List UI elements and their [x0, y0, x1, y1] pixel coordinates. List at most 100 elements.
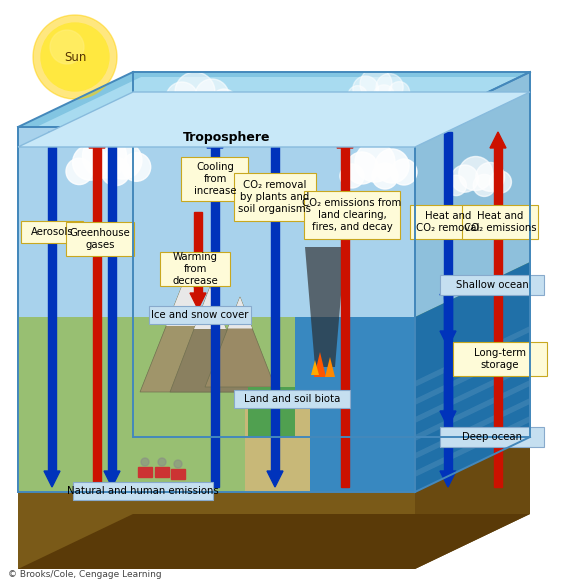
Bar: [138, 467, 152, 477]
Circle shape: [374, 85, 395, 106]
Text: Heat and
CO₂ emissions: Heat and CO₂ emissions: [463, 211, 536, 233]
Polygon shape: [18, 127, 415, 492]
Polygon shape: [415, 326, 530, 387]
Bar: [444, 295, 452, 331]
Bar: [444, 132, 452, 471]
Bar: [211, 148, 219, 487]
Polygon shape: [415, 380, 530, 441]
Polygon shape: [415, 344, 530, 405]
Circle shape: [348, 86, 367, 105]
Circle shape: [355, 142, 395, 182]
Polygon shape: [305, 247, 345, 367]
Polygon shape: [140, 272, 235, 392]
Polygon shape: [415, 362, 530, 423]
Circle shape: [375, 149, 409, 183]
Circle shape: [50, 30, 84, 64]
Circle shape: [73, 145, 108, 180]
Circle shape: [489, 171, 511, 193]
Text: Greenhouse
gases: Greenhouse gases: [69, 228, 131, 250]
Polygon shape: [104, 471, 120, 487]
Circle shape: [451, 165, 478, 192]
Circle shape: [66, 158, 92, 184]
FancyBboxPatch shape: [440, 275, 544, 295]
Circle shape: [83, 134, 127, 178]
FancyBboxPatch shape: [440, 427, 544, 447]
FancyBboxPatch shape: [66, 222, 134, 256]
Polygon shape: [190, 293, 206, 309]
Circle shape: [340, 164, 364, 188]
FancyBboxPatch shape: [149, 306, 251, 324]
Circle shape: [33, 15, 117, 99]
Polygon shape: [440, 279, 456, 295]
Text: Natural and human emissions: Natural and human emissions: [67, 486, 219, 496]
Circle shape: [160, 94, 184, 118]
Text: Sun: Sun: [64, 50, 86, 63]
Polygon shape: [325, 357, 335, 377]
Polygon shape: [205, 297, 275, 387]
Circle shape: [476, 163, 505, 191]
Circle shape: [389, 82, 410, 102]
Text: Deep ocean: Deep ocean: [462, 432, 522, 442]
Polygon shape: [170, 287, 250, 392]
Polygon shape: [207, 132, 223, 148]
Text: Land and soil biota: Land and soil biota: [244, 394, 340, 404]
Text: Troposphere: Troposphere: [182, 130, 271, 143]
Circle shape: [174, 460, 182, 468]
Polygon shape: [415, 262, 530, 492]
Text: Shallow ocean: Shallow ocean: [456, 280, 528, 290]
Bar: [155, 467, 169, 477]
FancyBboxPatch shape: [304, 191, 400, 239]
FancyBboxPatch shape: [160, 252, 230, 286]
Polygon shape: [18, 514, 530, 569]
Circle shape: [360, 68, 392, 100]
Polygon shape: [26, 77, 525, 132]
Bar: [93, 148, 101, 487]
Bar: [494, 148, 502, 487]
Text: © Brooks/Cole, Cengage Learning: © Brooks/Cole, Cengage Learning: [8, 570, 161, 579]
Polygon shape: [295, 317, 415, 492]
Polygon shape: [440, 471, 456, 487]
Polygon shape: [166, 272, 209, 326]
Circle shape: [175, 72, 215, 112]
Text: Long-term
storage: Long-term storage: [474, 348, 526, 370]
Polygon shape: [18, 92, 530, 147]
Text: Heat and
CO₂ removal: Heat and CO₂ removal: [416, 211, 480, 233]
Polygon shape: [245, 387, 310, 492]
Circle shape: [41, 23, 109, 91]
Bar: [444, 369, 452, 411]
Bar: [194, 212, 202, 293]
FancyBboxPatch shape: [410, 205, 486, 239]
Circle shape: [192, 93, 218, 119]
Polygon shape: [248, 387, 295, 437]
FancyBboxPatch shape: [234, 173, 316, 221]
Polygon shape: [337, 132, 353, 148]
Polygon shape: [415, 398, 530, 459]
FancyBboxPatch shape: [73, 482, 213, 500]
FancyBboxPatch shape: [453, 342, 547, 376]
Polygon shape: [194, 287, 226, 329]
Circle shape: [166, 82, 198, 114]
Circle shape: [104, 141, 142, 179]
Polygon shape: [311, 360, 319, 375]
Polygon shape: [440, 411, 456, 427]
Polygon shape: [314, 352, 326, 377]
Circle shape: [141, 458, 149, 466]
Polygon shape: [267, 471, 283, 487]
Circle shape: [353, 76, 378, 102]
Polygon shape: [415, 262, 530, 492]
FancyBboxPatch shape: [21, 221, 83, 243]
Polygon shape: [440, 331, 456, 347]
Circle shape: [122, 153, 150, 181]
Circle shape: [391, 159, 417, 185]
Polygon shape: [415, 72, 530, 492]
Bar: [108, 132, 116, 471]
Text: Aerosols: Aerosols: [31, 227, 73, 237]
FancyBboxPatch shape: [462, 205, 538, 239]
Circle shape: [446, 175, 466, 195]
Polygon shape: [490, 132, 506, 148]
Bar: [171, 469, 185, 479]
FancyBboxPatch shape: [181, 157, 248, 201]
Circle shape: [346, 152, 378, 184]
Bar: [444, 295, 452, 299]
Polygon shape: [89, 132, 105, 148]
